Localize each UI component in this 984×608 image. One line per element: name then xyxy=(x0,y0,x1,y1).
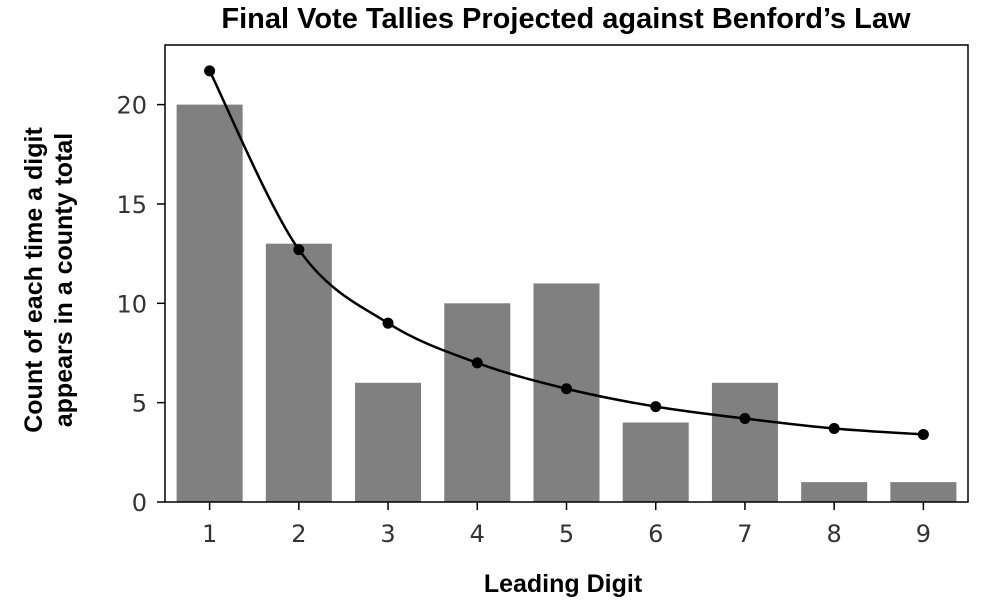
x-axis-label: Leading Digit xyxy=(484,570,643,598)
x-tick-label-3: 3 xyxy=(380,520,395,548)
benford-point-2 xyxy=(293,244,305,256)
bar-3 xyxy=(355,382,422,502)
bar-6 xyxy=(622,422,689,502)
x-tick-label-9: 9 xyxy=(916,520,931,548)
bar-7 xyxy=(711,382,778,502)
x-tick-label-2: 2 xyxy=(291,520,306,548)
chart-title: Final Vote Tallies Projected against Ben… xyxy=(221,3,911,35)
benford-point-6 xyxy=(650,401,662,413)
x-tick-label-8: 8 xyxy=(827,520,842,548)
y-axis-label-line-2: appears in a county total xyxy=(50,133,78,428)
bar-8 xyxy=(801,482,868,502)
plot-area: 1 2 3 4 5 6 7 8 9 0 5 10 15 20 xyxy=(116,44,969,548)
benford-point-7 xyxy=(739,413,751,425)
y-axis-label-line-1: Count of each time a digit xyxy=(20,127,48,433)
y-tick-label-0: 0 xyxy=(132,489,147,517)
benford-point-4 xyxy=(471,357,483,369)
benford-point-5 xyxy=(561,383,572,395)
bar-4 xyxy=(444,303,511,502)
x-tick-label-4: 4 xyxy=(470,520,485,548)
y-tick-label-5: 5 xyxy=(132,390,147,418)
bar-9 xyxy=(890,482,957,502)
y-tick-label-15: 15 xyxy=(116,191,147,219)
benford-point-8 xyxy=(828,422,840,434)
bar-1 xyxy=(176,104,243,502)
x-tick-label-5: 5 xyxy=(559,520,574,548)
x-tick-label-7: 7 xyxy=(737,520,752,548)
benford-point-1 xyxy=(204,65,216,77)
y-tick-label-10: 10 xyxy=(116,290,147,318)
y-axis-label: Count of each time a digit appears in a … xyxy=(20,127,78,433)
y-tick-label-20: 20 xyxy=(116,92,147,120)
benford-point-3 xyxy=(382,317,394,329)
benford-point-9 xyxy=(917,428,929,440)
x-tick-label-6: 6 xyxy=(648,520,663,548)
bar-2 xyxy=(265,243,332,502)
x-tick-label-1: 1 xyxy=(202,520,217,548)
